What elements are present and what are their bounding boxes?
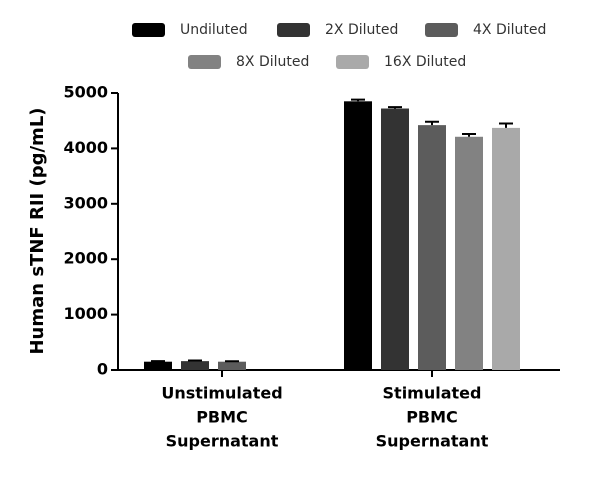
x-tick-label: PBMC [196, 408, 248, 427]
y-axis-label: Human sTNF RII (pg/mL) [27, 107, 48, 354]
y-tick-label: 3000 [63, 193, 108, 212]
error-bar [151, 360, 165, 363]
x-tick-label: PBMC [406, 408, 458, 427]
bar [344, 101, 372, 370]
legend-swatch [132, 23, 165, 37]
error-bar [188, 359, 202, 362]
error-bar [425, 120, 439, 126]
legend-label: 16X Diluted [384, 54, 466, 70]
legend-swatch [277, 23, 310, 37]
y-tick-label: 5000 [63, 83, 108, 102]
legend-label: 2X Diluted [325, 22, 398, 38]
error-bar [388, 106, 402, 109]
bar [455, 136, 483, 370]
x-tick-label: Supernatant [376, 432, 489, 451]
bar [418, 125, 446, 370]
error-bar [499, 122, 513, 128]
y-tick-label: 0 [97, 360, 108, 379]
legend-label: 4X Diluted [473, 22, 546, 38]
legend-label: Undiluted [180, 22, 248, 38]
legend-swatch [188, 55, 221, 69]
legend-label: 8X Diluted [236, 54, 309, 70]
bar [181, 361, 209, 370]
bar [144, 361, 172, 370]
y-tick-label: 4000 [63, 138, 108, 157]
error-bar [462, 132, 476, 137]
x-tick-label: Stimulated [383, 384, 482, 403]
x-tick-label: Unstimulated [161, 384, 282, 403]
bar [381, 108, 409, 371]
bar [492, 127, 520, 370]
bar [218, 361, 246, 370]
x-tick-label: Supernatant [166, 432, 279, 451]
legend-swatch [336, 55, 369, 69]
y-tick-label: 2000 [63, 249, 108, 268]
legend-swatch [425, 23, 458, 37]
error-bar [351, 98, 365, 102]
y-tick-label: 1000 [63, 304, 108, 323]
